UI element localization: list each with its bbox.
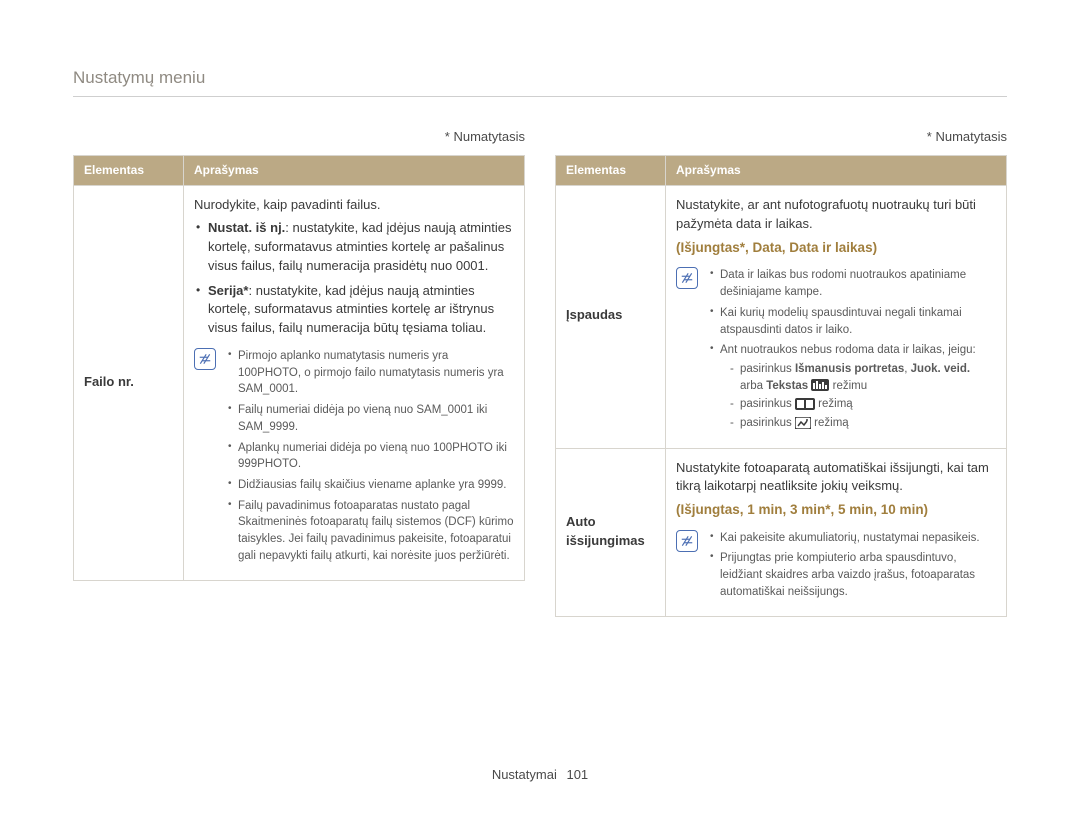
sub-item: pasirinkus režimą (730, 396, 996, 413)
imprint-options: (Išjungtas*, Data, Data ir laikas) (676, 238, 996, 258)
auto-off-options: (Išjungtas, 1 min, 3 min*, 5 min, 10 min… (676, 500, 996, 520)
row-label-auto-off: Auto išsijungimas (556, 448, 666, 617)
note-item: Kai kurių modelių spausdintuvai negali t… (708, 305, 996, 338)
t: pasirinkus (740, 398, 795, 410)
file-no-note-body: Pirmojo aplanko numatytasis numeris yra … (226, 348, 514, 568)
t: Tekstas (766, 380, 808, 392)
title-rule (73, 96, 1007, 97)
dual-mode-icon (795, 398, 815, 410)
imprint-intro: Nustatykite, ar ant nufotografuotų nuotr… (676, 196, 996, 234)
auto-off-note: Kai pakeisite akumuliatorių, nustatymai … (676, 530, 996, 605)
t: režimu (833, 380, 868, 392)
bullet-reset: Nustat. iš nj.: nustatykite, kad įdėjus … (194, 219, 514, 276)
row-label-imprint: Įspaudas (556, 186, 666, 448)
t: arba (740, 380, 766, 392)
sub-item: pasirinkus Išmanusis portretas, Juok. ve… (730, 361, 996, 394)
default-note-right: * Numatytasis (555, 128, 1007, 147)
t: Juok. veid. (911, 363, 970, 375)
left-table: Elementas Aprašymas Failo nr. Nurodykite… (73, 155, 525, 581)
scene-mode-icon (811, 379, 829, 391)
note-icon (676, 530, 698, 552)
note-item: Prijungtas prie kompiuterio arba spausdi… (708, 550, 996, 600)
file-no-note: Pirmojo aplanko numatytasis numeris yra … (194, 348, 514, 568)
bullet-series-lead: Serija* (208, 283, 248, 298)
page-footer: Nustatymai 101 (0, 766, 1080, 785)
note-icon (194, 348, 216, 370)
right-table: Elementas Aprašymas Įspaudas Nustatykite… (555, 155, 1007, 618)
note-item: Data ir laikas bus rodomi nuotraukos apa… (708, 267, 996, 300)
note-item: Pirmojo aplanko numatytasis numeris yra … (226, 348, 514, 398)
bullet-reset-lead: Nustat. iš nj. (208, 220, 285, 235)
right-column: * Numatytasis Elementas Aprašymas Įspaud… (555, 128, 1007, 617)
note-item: Kai pakeisite akumuliatorių, nustatymai … (708, 530, 996, 547)
note-item: Ant nuotraukos nebus rodoma data ir laik… (708, 342, 996, 431)
imprint-note: Data ir laikas bus rodomi nuotraukos apa… (676, 267, 996, 435)
content-columns: * Numatytasis Elementas Aprašymas Failo … (73, 128, 1007, 617)
t: pasirinkus (740, 417, 795, 429)
th-element: Elementas (74, 155, 184, 185)
th-desc: Aprašymas (184, 155, 525, 185)
note-icon (676, 267, 698, 289)
row-label-file-no: Failo nr. (74, 186, 184, 581)
sub-item: pasirinkus režimą (730, 415, 996, 432)
note-item: Failų pavadinimus fotoaparatas nustato p… (226, 498, 514, 565)
file-no-bullets: Nustat. iš nj. : nustatykite, kad įdėjus … (194, 219, 514, 338)
magic-frame-icon (795, 417, 811, 429)
t: režimą (814, 417, 849, 429)
row-desc-file-no: Nurodykite, kaip pavadinti failus. Nusta… (184, 186, 525, 581)
bullet-series: Serija*: nustatykite, kad įdėjus naują a… (194, 282, 514, 339)
note-item: Didžiausias failų skaičius viename aplan… (226, 477, 514, 494)
imprint-sublist: pasirinkus Išmanusis portretas, Juok. ve… (720, 361, 996, 432)
t: pasirinkus (740, 363, 795, 375)
footer-page-number: 101 (566, 767, 588, 782)
default-note-left: * Numatytasis (73, 128, 525, 147)
note-item-text: Ant nuotraukos nebus rodoma data ir laik… (720, 344, 976, 356)
auto-off-note-body: Kai pakeisite akumuliatorių, nustatymai … (708, 530, 996, 605)
t: režimą (818, 398, 853, 410)
bullet-series-body: : nustatykite, kad įdėjus naują atmintie… (208, 283, 494, 336)
footer-section: Nustatymai (492, 767, 557, 782)
auto-off-intro: Nustatykite fotoaparatą automatiškai išs… (676, 459, 996, 497)
note-item: Aplankų numeriai didėja po vieną nuo 100… (226, 440, 514, 473)
th-desc: Aprašymas (666, 155, 1007, 185)
page-title: Nustatymų meniu (73, 66, 205, 91)
left-column: * Numatytasis Elementas Aprašymas Failo … (73, 128, 525, 617)
row-desc-auto-off: Nustatykite fotoaparatą automatiškai išs… (666, 448, 1007, 617)
note-item: Failų numeriai didėja po vieną nuo SAM_0… (226, 402, 514, 435)
t: Išmanusis portretas (795, 363, 904, 375)
th-element: Elementas (556, 155, 666, 185)
imprint-note-body: Data ir laikas bus rodomi nuotraukos apa… (708, 267, 996, 435)
row-desc-imprint: Nustatykite, ar ant nufotografuotų nuotr… (666, 186, 1007, 448)
file-no-intro: Nurodykite, kaip pavadinti failus. (194, 196, 514, 215)
